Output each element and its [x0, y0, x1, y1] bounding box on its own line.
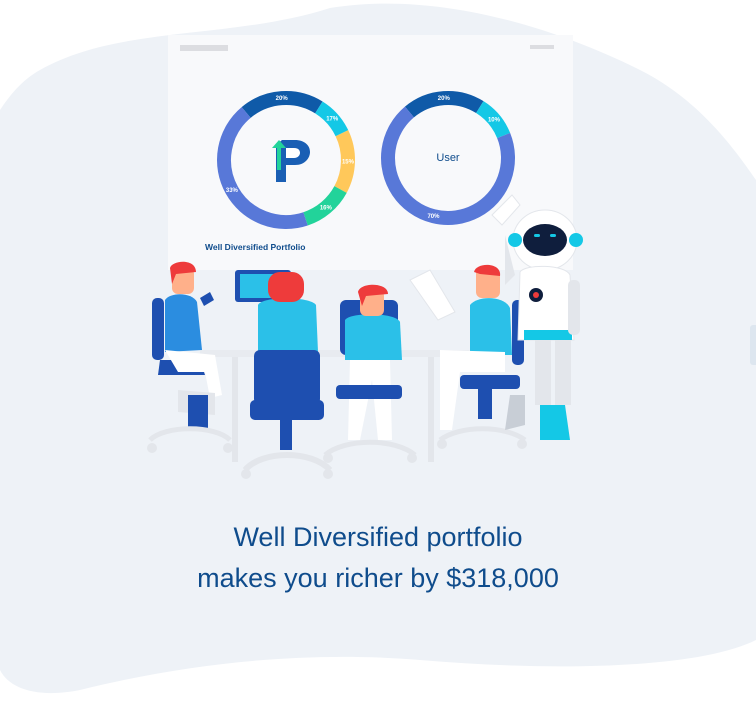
donut-segment-label: 17%: [326, 117, 339, 123]
board-topbar-right: [530, 45, 554, 49]
caption-line-2: makes you richer by $318,000: [197, 563, 559, 593]
board-topbar-left: [180, 45, 228, 51]
donut-segment-label: 15%: [342, 160, 355, 166]
person-middle: [323, 284, 417, 463]
p-logo-icon: [272, 140, 310, 182]
donut-segment-label: 70%: [427, 214, 440, 220]
right-edge-tab[interactable]: [750, 325, 756, 365]
user-chart-label: User: [436, 152, 460, 164]
donut-segment: [381, 106, 515, 225]
person-right: [409, 264, 527, 449]
donut-segment-label: 33%: [226, 188, 239, 194]
donut-segment: [314, 101, 349, 137]
donut-segment: [303, 185, 347, 226]
person-back: [241, 272, 333, 479]
portfolio-donut-chart: 20% 17% 15% 16% 33%: [217, 91, 355, 229]
donut-segment-label: 16%: [320, 205, 333, 211]
donut-segment: [217, 107, 308, 229]
donut-segment: [475, 101, 511, 139]
portfolio-chart-title: Well Diversified Portfolio: [205, 242, 305, 252]
robot: [491, 194, 583, 440]
donut-segment: [404, 91, 484, 118]
user-donut-chart: 20% 10% 70%: [381, 91, 515, 225]
donut-segment-label: 10%: [488, 117, 501, 123]
table-leg-left: [232, 357, 238, 462]
caption-line-1: Well Diversified portfolio: [233, 522, 523, 552]
table-leg-right: [428, 357, 434, 462]
donut-segment: [241, 91, 323, 119]
meeting-table: [200, 350, 470, 357]
person-left: [147, 261, 233, 453]
donut-segment-label: 20%: [438, 96, 451, 102]
donut-segment-label: 20%: [276, 96, 289, 102]
donut-segment: [334, 130, 355, 193]
